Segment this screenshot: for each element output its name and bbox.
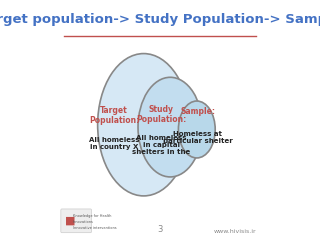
Text: All homeless
in capital
shelters in the: All homeless in capital shelters in the (132, 135, 190, 156)
FancyBboxPatch shape (61, 209, 92, 233)
Text: Target
Population:: Target Population: (89, 106, 139, 125)
Text: ■: ■ (65, 216, 76, 226)
Ellipse shape (138, 77, 203, 177)
Text: Innovative interventions: Innovative interventions (73, 226, 117, 230)
Text: Study
Population:: Study Population: (136, 105, 186, 124)
Text: Knowledge for Health: Knowledge for Health (73, 214, 111, 218)
Ellipse shape (179, 101, 215, 158)
Text: All homeless
in country X: All homeless in country X (89, 137, 139, 150)
Ellipse shape (98, 54, 190, 196)
Text: Sample:: Sample: (180, 107, 215, 116)
Text: www.hivisis.ir: www.hivisis.ir (213, 229, 256, 234)
Text: Target population-> Study Population-> Sample: Target population-> Study Population-> S… (0, 13, 320, 26)
Text: 3: 3 (157, 225, 163, 234)
Text: Homeless at
particular shelter: Homeless at particular shelter (163, 131, 233, 144)
Text: Innovations: Innovations (73, 220, 94, 224)
